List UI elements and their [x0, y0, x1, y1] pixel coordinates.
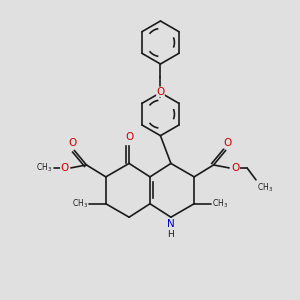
Text: CH$_3$: CH$_3$	[212, 197, 228, 210]
Text: CH$_3$: CH$_3$	[257, 181, 273, 194]
Text: O: O	[125, 132, 133, 142]
Text: N: N	[167, 219, 175, 229]
Text: O: O	[223, 138, 231, 148]
Text: O: O	[69, 138, 77, 148]
Text: O: O	[60, 163, 68, 173]
Text: O: O	[232, 163, 240, 173]
Text: CH$_3$: CH$_3$	[36, 162, 52, 174]
Text: O: O	[156, 87, 165, 97]
Text: H: H	[167, 230, 174, 239]
Text: CH$_3$: CH$_3$	[72, 197, 88, 210]
